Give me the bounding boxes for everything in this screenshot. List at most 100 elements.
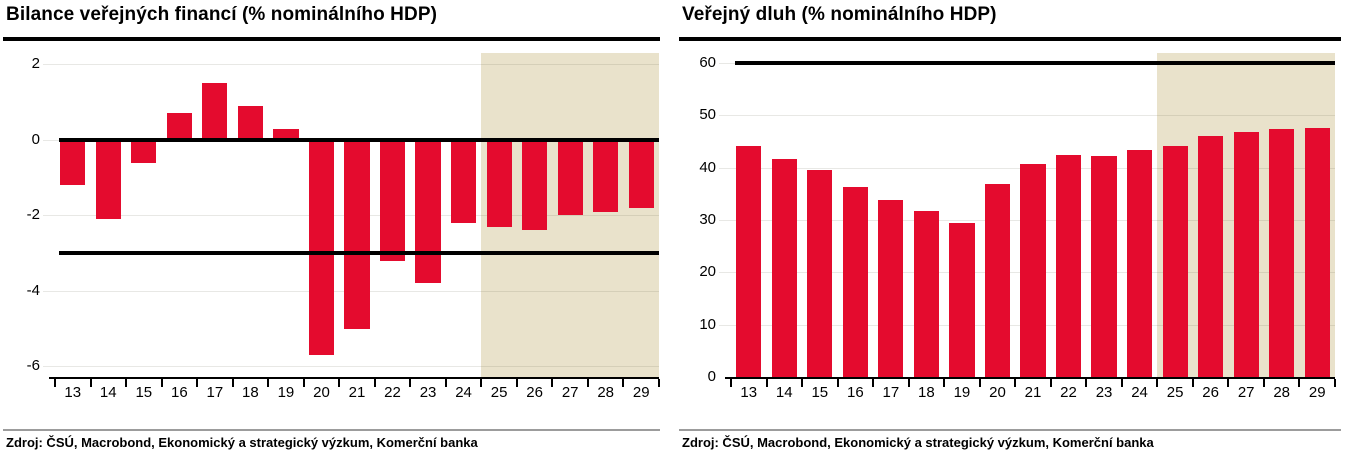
bar-29 [1304, 127, 1330, 377]
bar-25 [1162, 145, 1188, 377]
bar-23 [415, 139, 441, 284]
bar-15 [131, 139, 157, 163]
x-axis-tick-label: 22 [384, 384, 401, 401]
x-axis-tick [196, 379, 199, 387]
x-axis-tick [801, 379, 804, 387]
x-axis-tick-label: 15 [135, 384, 153, 401]
bar-16 [166, 113, 192, 140]
x-axis-tick [1227, 379, 1230, 387]
x-axis-tick-label: 25 [1166, 384, 1184, 401]
bar-27 [1233, 132, 1259, 377]
x-axis-tick-label: 22 [1060, 384, 1077, 401]
x-axis-tick-label: 18 [242, 384, 259, 401]
x-axis-tick-label: 15 [811, 384, 829, 401]
bar-22 [379, 139, 406, 261]
bar-19 [949, 222, 975, 377]
source-divider-line [679, 429, 1341, 431]
x-axis-tick-label: 20 [989, 384, 1006, 401]
reference-line-60 [735, 60, 1335, 65]
title-rule [3, 37, 660, 41]
bar-26 [522, 139, 548, 231]
x-axis-tick-label: 16 [846, 384, 864, 401]
x-axis-tick [658, 379, 660, 387]
x-axis-tick [89, 379, 92, 387]
bar-26 [1198, 135, 1224, 377]
x-axis-tick-label: 20 [313, 384, 330, 401]
x-axis-tick [872, 379, 875, 387]
source-note: Zdroj: ČSÚ, Macrobond, Ekonomický a stra… [6, 435, 478, 450]
y-gridline [719, 115, 1335, 117]
bar-24 [1126, 150, 1153, 377]
chart-title: Veřejný dluh (% nominálního HDP) [682, 4, 997, 25]
balance-bar-chart: 2 0 -2 -4 -6 13 14 15 16 17 18 19 20 21 22 23 24 25 26 27 28… [3, 53, 660, 403]
x-axis-tick [1120, 379, 1123, 387]
x-axis-tick [1049, 379, 1052, 387]
x-axis-tick-label: 19 [953, 384, 971, 401]
bar-14 [771, 159, 797, 377]
x-axis-tick-label: 26 [1202, 384, 1219, 401]
x-axis-tick [730, 379, 732, 387]
bar-21 [344, 139, 370, 329]
bar-19 [273, 128, 299, 140]
bar-24 [450, 139, 477, 223]
x-axis-tick [125, 379, 128, 387]
x-axis-tick [765, 379, 768, 387]
x-axis-tick-label: 14 [775, 384, 793, 401]
y-axis-tick-label: 60 [699, 53, 716, 71]
y-axis-tick-label: 20 [699, 263, 716, 281]
bar-13 [60, 139, 86, 186]
x-axis-tick [515, 379, 518, 387]
y-axis-tick-label: 30 [699, 210, 716, 228]
x-axis-tick-label: 21 [348, 384, 366, 401]
x-axis-tick-label: 24 [455, 384, 472, 401]
bar-18 [237, 105, 264, 140]
x-axis-tick-label: 25 [490, 384, 508, 401]
bar-22 [1055, 155, 1082, 377]
x-axis-tick [1156, 379, 1159, 387]
x-axis-tick [1191, 379, 1194, 387]
x-axis-tick [160, 379, 163, 387]
x-axis-tick [1085, 379, 1088, 387]
y-gridline [43, 64, 659, 66]
y-gridline [43, 366, 659, 368]
x-axis-tick [907, 379, 910, 387]
reference-line--3 [59, 251, 659, 256]
bar-27 [557, 139, 583, 216]
x-axis-tick [1262, 379, 1265, 387]
source-divider-line [3, 429, 660, 431]
x-axis-tick [338, 379, 341, 387]
x-axis-tick-label: 29 [632, 384, 650, 401]
y-axis-tick-label: 40 [699, 158, 716, 176]
x-axis-tick-label: 16 [170, 384, 188, 401]
x-axis-tick [836, 379, 839, 387]
x-axis-tick-label: 23 [1095, 384, 1113, 401]
bar-14 [95, 139, 121, 220]
x-axis-tick [302, 379, 305, 387]
bar-13 [736, 145, 762, 377]
y-axis-tick-label: 50 [699, 106, 716, 124]
x-axis-tick [54, 379, 56, 387]
x-axis-tick-label: 17 [882, 384, 900, 401]
debt-bar-chart: 0 10 20 30 40 50 60 13 14 15 16 17 18 19 20 21 22 23 24 25 2… [679, 53, 1341, 403]
panel-public-finance-balance: Bilance veřejných financí (% nominálního… [3, 0, 660, 463]
bar-18 [913, 211, 940, 377]
bar-20 [984, 183, 1011, 377]
y-axis-tick-label: -4 [26, 281, 40, 299]
source-note: Zdroj: ČSÚ, Macrobond, Ekonomický a stra… [682, 435, 1154, 450]
x-axis-tick-label: 27 [1237, 384, 1255, 401]
x-axis-tick [480, 379, 483, 387]
y-axis-tick-label: -6 [26, 357, 40, 375]
title-rule [679, 37, 1341, 41]
bar-29 [628, 139, 654, 208]
y-axis-tick-label: -2 [26, 206, 40, 224]
y-axis-tick-label: 10 [699, 315, 716, 333]
x-axis-tick [622, 379, 625, 387]
x-axis-tick-label: 23 [419, 384, 437, 401]
x-axis-tick-label: 26 [526, 384, 543, 401]
bar-20 [308, 139, 335, 356]
x-axis-tick-label: 18 [918, 384, 935, 401]
panel-public-debt: Veřejný dluh (% nominálního HDP) 0 10 20 30… [679, 0, 1341, 463]
x-axis-tick [943, 379, 946, 387]
x-axis-tick-label: 28 [1273, 384, 1291, 401]
x-axis-tick-label: 29 [1308, 384, 1326, 401]
